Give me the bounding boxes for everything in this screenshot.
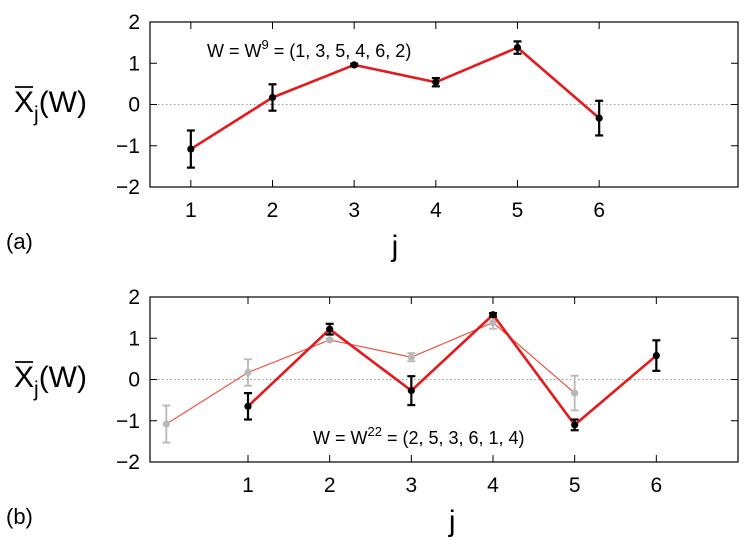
x-axis-label: j: [391, 230, 399, 263]
annotation: W = W9 = (1, 3, 5, 4, 6, 2): [207, 37, 411, 61]
data-point: [652, 351, 660, 360]
y-tick-label: 2: [128, 11, 140, 34]
data-point: [489, 318, 497, 327]
y-tick-label: 1: [128, 52, 140, 75]
x-tick-label: 3: [405, 474, 417, 497]
x-tick-label: 3: [348, 199, 360, 222]
data-point: [595, 114, 603, 122]
data-point: [489, 311, 497, 319]
data-point: [326, 336, 334, 344]
annotation-post: = (2, 5, 3, 6, 1, 4): [382, 428, 525, 448]
y-label-tail: (W): [39, 361, 87, 394]
y-tick-label: 1: [128, 327, 140, 350]
y-label-tail: (W): [39, 86, 87, 119]
annotation-post: = (1, 3, 5, 4, 6, 2): [269, 41, 412, 61]
y-tick-label: −1: [116, 410, 140, 433]
y-tick-label: −2: [116, 451, 140, 474]
data-point: [268, 93, 277, 102]
panel-label: (a): [6, 229, 33, 254]
data-point: [407, 387, 415, 395]
data-point: [244, 402, 252, 410]
data-point: [350, 61, 358, 69]
annotation-pre: W = W: [207, 41, 262, 61]
y-label-base: X: [14, 86, 34, 119]
y-axis-label: Xj(W): [14, 361, 87, 401]
data-point: [513, 43, 522, 52]
series-line: [190, 46, 601, 151]
data-point: [432, 78, 440, 86]
annotation: W = W22 = (2, 5, 3, 6, 1, 4): [313, 424, 525, 448]
data-point: [407, 353, 415, 361]
annotation-pre: W = W: [313, 428, 368, 448]
x-tick-label: 1: [242, 474, 254, 497]
y-tick-label: 0: [128, 94, 140, 117]
x-tick-label: 2: [267, 199, 279, 222]
y-tick-label: −1: [116, 135, 140, 158]
data-point: [244, 368, 252, 377]
x-tick-label: 2: [324, 474, 336, 497]
data-point: [162, 420, 170, 428]
annotation-sup: 22: [368, 424, 382, 439]
data-point: [187, 145, 195, 153]
y-label-sub: j: [33, 103, 39, 126]
series-line: [247, 313, 658, 427]
x-tick-label: 6: [650, 474, 662, 497]
data-point: [571, 421, 579, 429]
x-tick-label: 5: [512, 199, 524, 222]
data-point: [326, 325, 334, 333]
x-tick-label: 5: [569, 474, 581, 497]
x-tick-label: 4: [430, 199, 442, 222]
y-tick-label: 2: [128, 286, 140, 309]
x-tick-label: 1: [185, 199, 197, 222]
series-line: [166, 321, 576, 425]
panel-a: −2 −1 0 1 2 1 2 3 4 5 6 W = W9 = (1, 3, 5, 4, 6, 2)…: [6, 11, 739, 263]
annotation-sup: 9: [262, 37, 269, 52]
y-axis-label: Xj(W): [14, 86, 87, 126]
x-axis-label: j: [448, 505, 456, 538]
x-tick-label: 4: [487, 474, 499, 497]
y-label-base: X: [14, 361, 34, 394]
series-1: [244, 311, 661, 432]
x-tick-label: 6: [593, 199, 605, 222]
y-label-sub: j: [33, 378, 39, 401]
panel-label: (b): [6, 504, 33, 529]
series-0: [186, 40, 604, 169]
panel-b: −2 −1 0 1 2 1 2 3 4 5 6 W = W22 = (2, 5, 3, 6, 1, 4…: [6, 286, 739, 538]
y-tick-label: −2: [116, 176, 140, 199]
y-tick-label: 0: [128, 369, 140, 392]
data-point: [571, 389, 579, 397]
